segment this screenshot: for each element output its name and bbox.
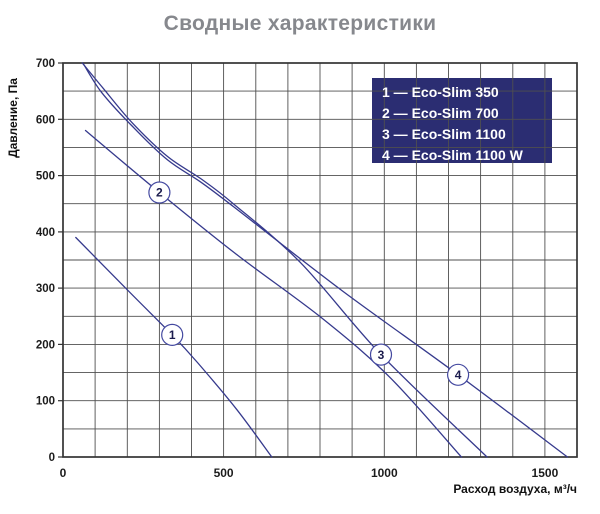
- chart-title: Сводные характеристики: [164, 12, 437, 35]
- curve-marker-1: 1: [161, 323, 184, 346]
- marker-circle: [161, 323, 184, 346]
- marker-number: 2: [156, 186, 163, 200]
- y-tick-label: 700: [36, 58, 55, 70]
- marker-number: 1: [169, 328, 176, 342]
- y-tick-label: 300: [36, 283, 55, 295]
- y-tick-label: 600: [36, 114, 55, 126]
- legend: 1 — Eco-Slim 350 2 — Eco-Slim 700 3 — Ec…: [382, 84, 524, 163]
- x-tick-label: 1500: [532, 466, 559, 480]
- marker-circle: [148, 181, 171, 204]
- marker-circle: [369, 343, 393, 366]
- marker-number: 4: [455, 368, 462, 382]
- legend-item-2: 2 — Eco-Slim 700: [382, 105, 499, 121]
- y-tick-label: 400: [36, 227, 55, 239]
- curve-eco-slim-700: [84, 129, 463, 458]
- curve-marker-4: 4: [447, 363, 470, 386]
- y-tick-label: 0: [49, 452, 55, 464]
- x-tick-label: 1000: [371, 466, 398, 480]
- y-tick-label: 100: [36, 396, 55, 408]
- curve-marker-3: 3: [369, 343, 393, 366]
- plot-border: [62, 62, 578, 458]
- curve-eco-slim-350: [75, 236, 273, 458]
- y-axis-title: Давление, Па: [6, 78, 20, 158]
- x-axis-title: Расход воздуха, м³/ч: [453, 482, 577, 496]
- legend-item-4: 4 — Eco-Slim 1100 W: [382, 147, 524, 163]
- curve-number-markers: 1 2 3 4: [148, 181, 470, 386]
- legend-background: [372, 78, 552, 163]
- y-tick-label: 500: [36, 171, 55, 183]
- axis-tick-labels: 0 100 200 300 400 500 600 700 0 500 1000 1500: [36, 58, 559, 480]
- curve-marker-2: 2: [148, 181, 171, 204]
- x-tick-label: 0: [60, 466, 67, 480]
- x-tick-label: 500: [214, 466, 234, 480]
- axis-side-ticks: [58, 62, 63, 458]
- legend-item-1: 1 — Eco-Slim 350: [382, 84, 499, 100]
- legend-item-3: 3 — Eco-Slim 1100: [382, 126, 506, 142]
- marker-circle: [447, 363, 470, 386]
- grid-lines: [62, 62, 578, 458]
- marker-number: 3: [378, 348, 385, 362]
- y-tick-label: 200: [36, 339, 55, 351]
